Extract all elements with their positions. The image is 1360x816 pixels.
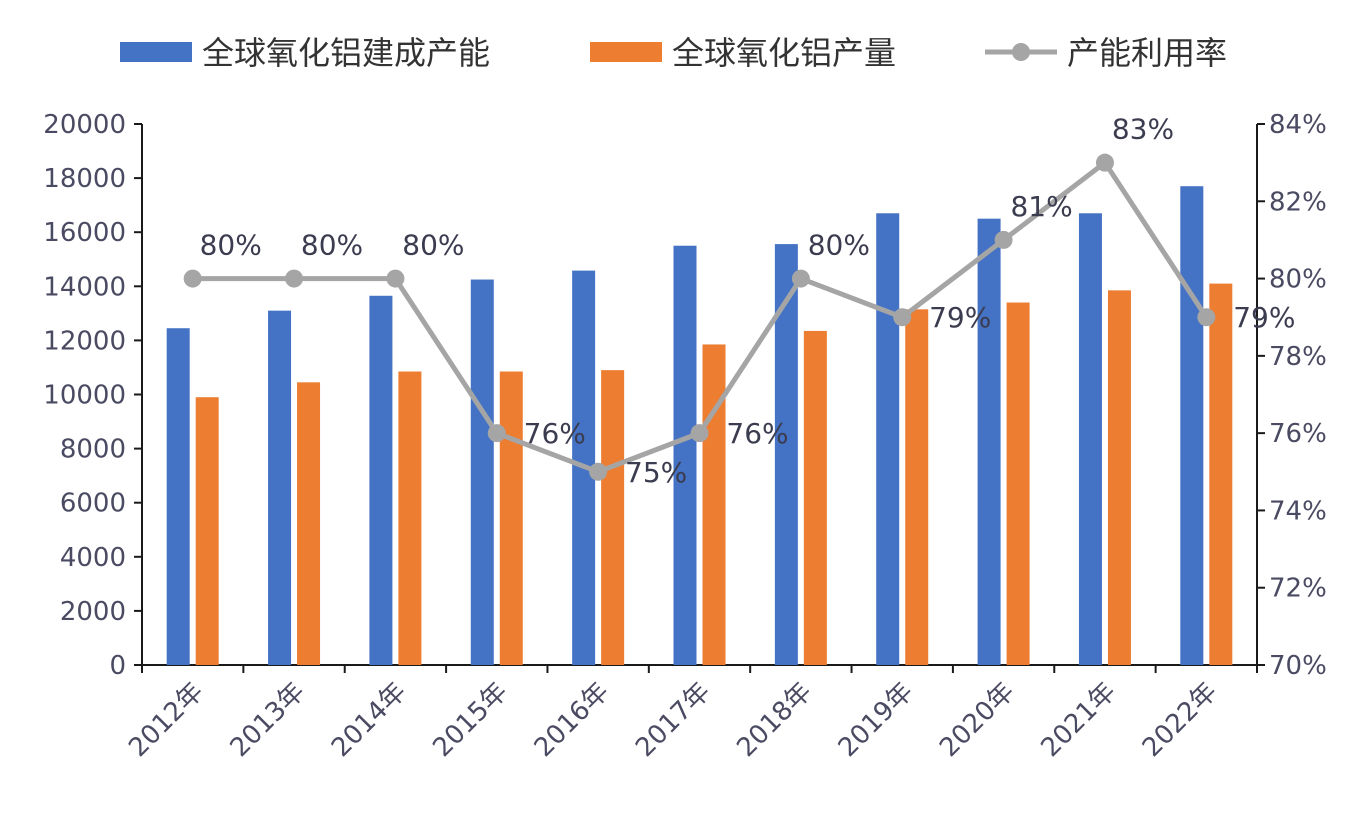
- utilization-data-label: 81%: [1010, 190, 1072, 223]
- y-right-tick-label: 78%: [1269, 342, 1327, 372]
- utilization-data-label: 80%: [808, 229, 870, 262]
- legend-production-label: 全球氧化铝产量: [672, 34, 896, 72]
- legend-production-swatch: [590, 42, 662, 62]
- utilization-data-label: 80%: [200, 229, 262, 262]
- capacity-bar: [369, 295, 393, 665]
- legend-utilization-label: 产能利用率: [1067, 34, 1227, 72]
- x-tick-label: 2016年: [529, 677, 615, 763]
- capacity-bar: [166, 328, 190, 665]
- utilization-data-label: 79%: [929, 301, 991, 334]
- production-bar: [1107, 290, 1131, 665]
- y-right-tick-label: 70%: [1269, 651, 1327, 681]
- x-tick-label: 2012年: [123, 677, 209, 763]
- utilization-point: [386, 269, 405, 288]
- legend-utilization-swatch-marker: [1012, 43, 1030, 61]
- y-left-tick-label: 4000: [60, 543, 126, 573]
- production-bar: [1209, 283, 1233, 665]
- y-right-tick-label: 76%: [1269, 419, 1327, 449]
- production-bar: [905, 309, 929, 665]
- x-tick-label: 2013年: [225, 677, 311, 763]
- y-right-tick-label: 80%: [1269, 265, 1327, 295]
- capacity-bar: [876, 213, 900, 665]
- y-left-tick-label: 0: [109, 651, 126, 681]
- x-tick-label: 2019年: [833, 677, 919, 763]
- y-right-tick-label: 72%: [1269, 574, 1327, 604]
- x-tick-label: 2017年: [630, 677, 716, 763]
- utilization-point: [1197, 308, 1216, 327]
- production-bar: [1006, 302, 1030, 665]
- y-left-tick-label: 2000: [60, 597, 126, 627]
- production-bar: [499, 371, 523, 665]
- x-tick-label: 2018年: [731, 677, 817, 763]
- utilization-data-label: 83%: [1112, 113, 1174, 146]
- production-bar: [803, 330, 827, 665]
- utilization-data-label: 80%: [402, 229, 464, 262]
- utilization-data-label: 80%: [301, 229, 363, 262]
- utilization-point: [994, 230, 1013, 249]
- utilization-point: [791, 269, 810, 288]
- y-right-tick-label: 82%: [1269, 187, 1327, 217]
- utilization-point: [1095, 153, 1114, 172]
- bars: [166, 186, 1233, 666]
- utilization-point: [589, 462, 608, 481]
- production-bar: [398, 371, 422, 665]
- x-tick-label: 2021年: [1036, 677, 1122, 763]
- y-right-tick-label: 84%: [1269, 110, 1327, 140]
- data-labels: 80% 80% 80% 76% 75% 76% 80% 79% 81% 83% 79%: [200, 113, 1296, 489]
- legend-capacity-label: 全球氧化铝建成产能: [202, 34, 490, 72]
- capacity-bar: [977, 218, 1001, 666]
- y-left-tick-label: 14000: [43, 272, 126, 302]
- production-bar: [601, 370, 625, 665]
- y-left-tick-label: 20000: [43, 110, 126, 140]
- capacity-bar: [774, 244, 798, 666]
- y-left-tick-label: 18000: [43, 164, 126, 194]
- capacity-bar: [1078, 213, 1102, 665]
- utilization-data-label: 76%: [726, 417, 788, 450]
- x-tick-label: 2022年: [1137, 677, 1223, 763]
- y-left-tick-label: 16000: [43, 218, 126, 248]
- utilization-data-label: 75%: [625, 456, 687, 489]
- capacity-bar: [673, 245, 697, 665]
- production-bar: [297, 382, 321, 665]
- y-left-tick-label: 8000: [60, 435, 126, 465]
- production-bar: [195, 397, 219, 665]
- y-left-tick-label: 10000: [43, 381, 126, 411]
- y-right-tick-label: 74%: [1269, 496, 1327, 526]
- y-left-tick-label: 6000: [60, 489, 126, 519]
- capacity-bar: [470, 279, 494, 665]
- legend-capacity-swatch: [120, 42, 192, 62]
- x-tick-label: 2014年: [326, 677, 412, 763]
- x-tick-label: 2020年: [934, 677, 1020, 763]
- x-tick-label: 2015年: [427, 677, 513, 763]
- utilization-point: [285, 269, 304, 288]
- utilization-data-label: 76%: [524, 417, 586, 450]
- legend: 全球氧化铝建成产能 全球氧化铝产量 产能利用率: [120, 34, 1227, 72]
- utilization-point: [183, 269, 202, 288]
- utilization-point: [893, 308, 912, 327]
- utilization-point: [690, 424, 709, 443]
- utilization-point: [487, 424, 506, 443]
- y-left-tick-label: 12000: [43, 326, 126, 356]
- capacity-bar: [1180, 186, 1204, 665]
- capacity-bar: [268, 310, 292, 665]
- production-bar: [702, 344, 726, 665]
- utilization-line: [183, 153, 1216, 481]
- utilization-data-label: 79%: [1233, 301, 1295, 334]
